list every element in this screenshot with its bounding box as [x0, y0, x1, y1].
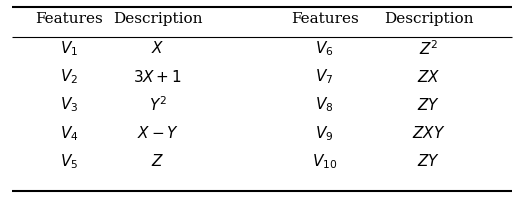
Text: $X-Y$: $X-Y$: [137, 125, 179, 141]
Text: $Z$: $Z$: [151, 153, 165, 169]
Text: $V_8$: $V_8$: [315, 95, 334, 114]
Text: $Z^2$: $Z^2$: [419, 39, 439, 58]
Text: $ZX$: $ZX$: [417, 69, 441, 85]
Text: $ZY$: $ZY$: [417, 97, 440, 113]
Text: $V_9$: $V_9$: [315, 124, 334, 143]
Text: $V_{10}$: $V_{10}$: [312, 152, 337, 171]
Text: Description: Description: [384, 12, 474, 26]
Text: $V_7$: $V_7$: [315, 67, 334, 86]
Text: $V_4$: $V_4$: [60, 124, 79, 143]
Text: $V_3$: $V_3$: [60, 95, 78, 114]
Text: $V_2$: $V_2$: [60, 67, 78, 86]
Text: $ZY$: $ZY$: [417, 153, 440, 169]
Text: $3X+1$: $3X+1$: [133, 69, 182, 85]
Text: $Y^2$: $Y^2$: [149, 95, 167, 114]
Text: $V_5$: $V_5$: [60, 152, 78, 171]
Text: $X$: $X$: [151, 40, 165, 56]
Text: $V_6$: $V_6$: [315, 39, 334, 58]
Text: Description: Description: [113, 12, 202, 26]
Text: Features: Features: [35, 12, 103, 26]
Text: $V_1$: $V_1$: [60, 39, 78, 58]
Text: Features: Features: [291, 12, 358, 26]
Text: $ZXY$: $ZXY$: [412, 125, 445, 141]
